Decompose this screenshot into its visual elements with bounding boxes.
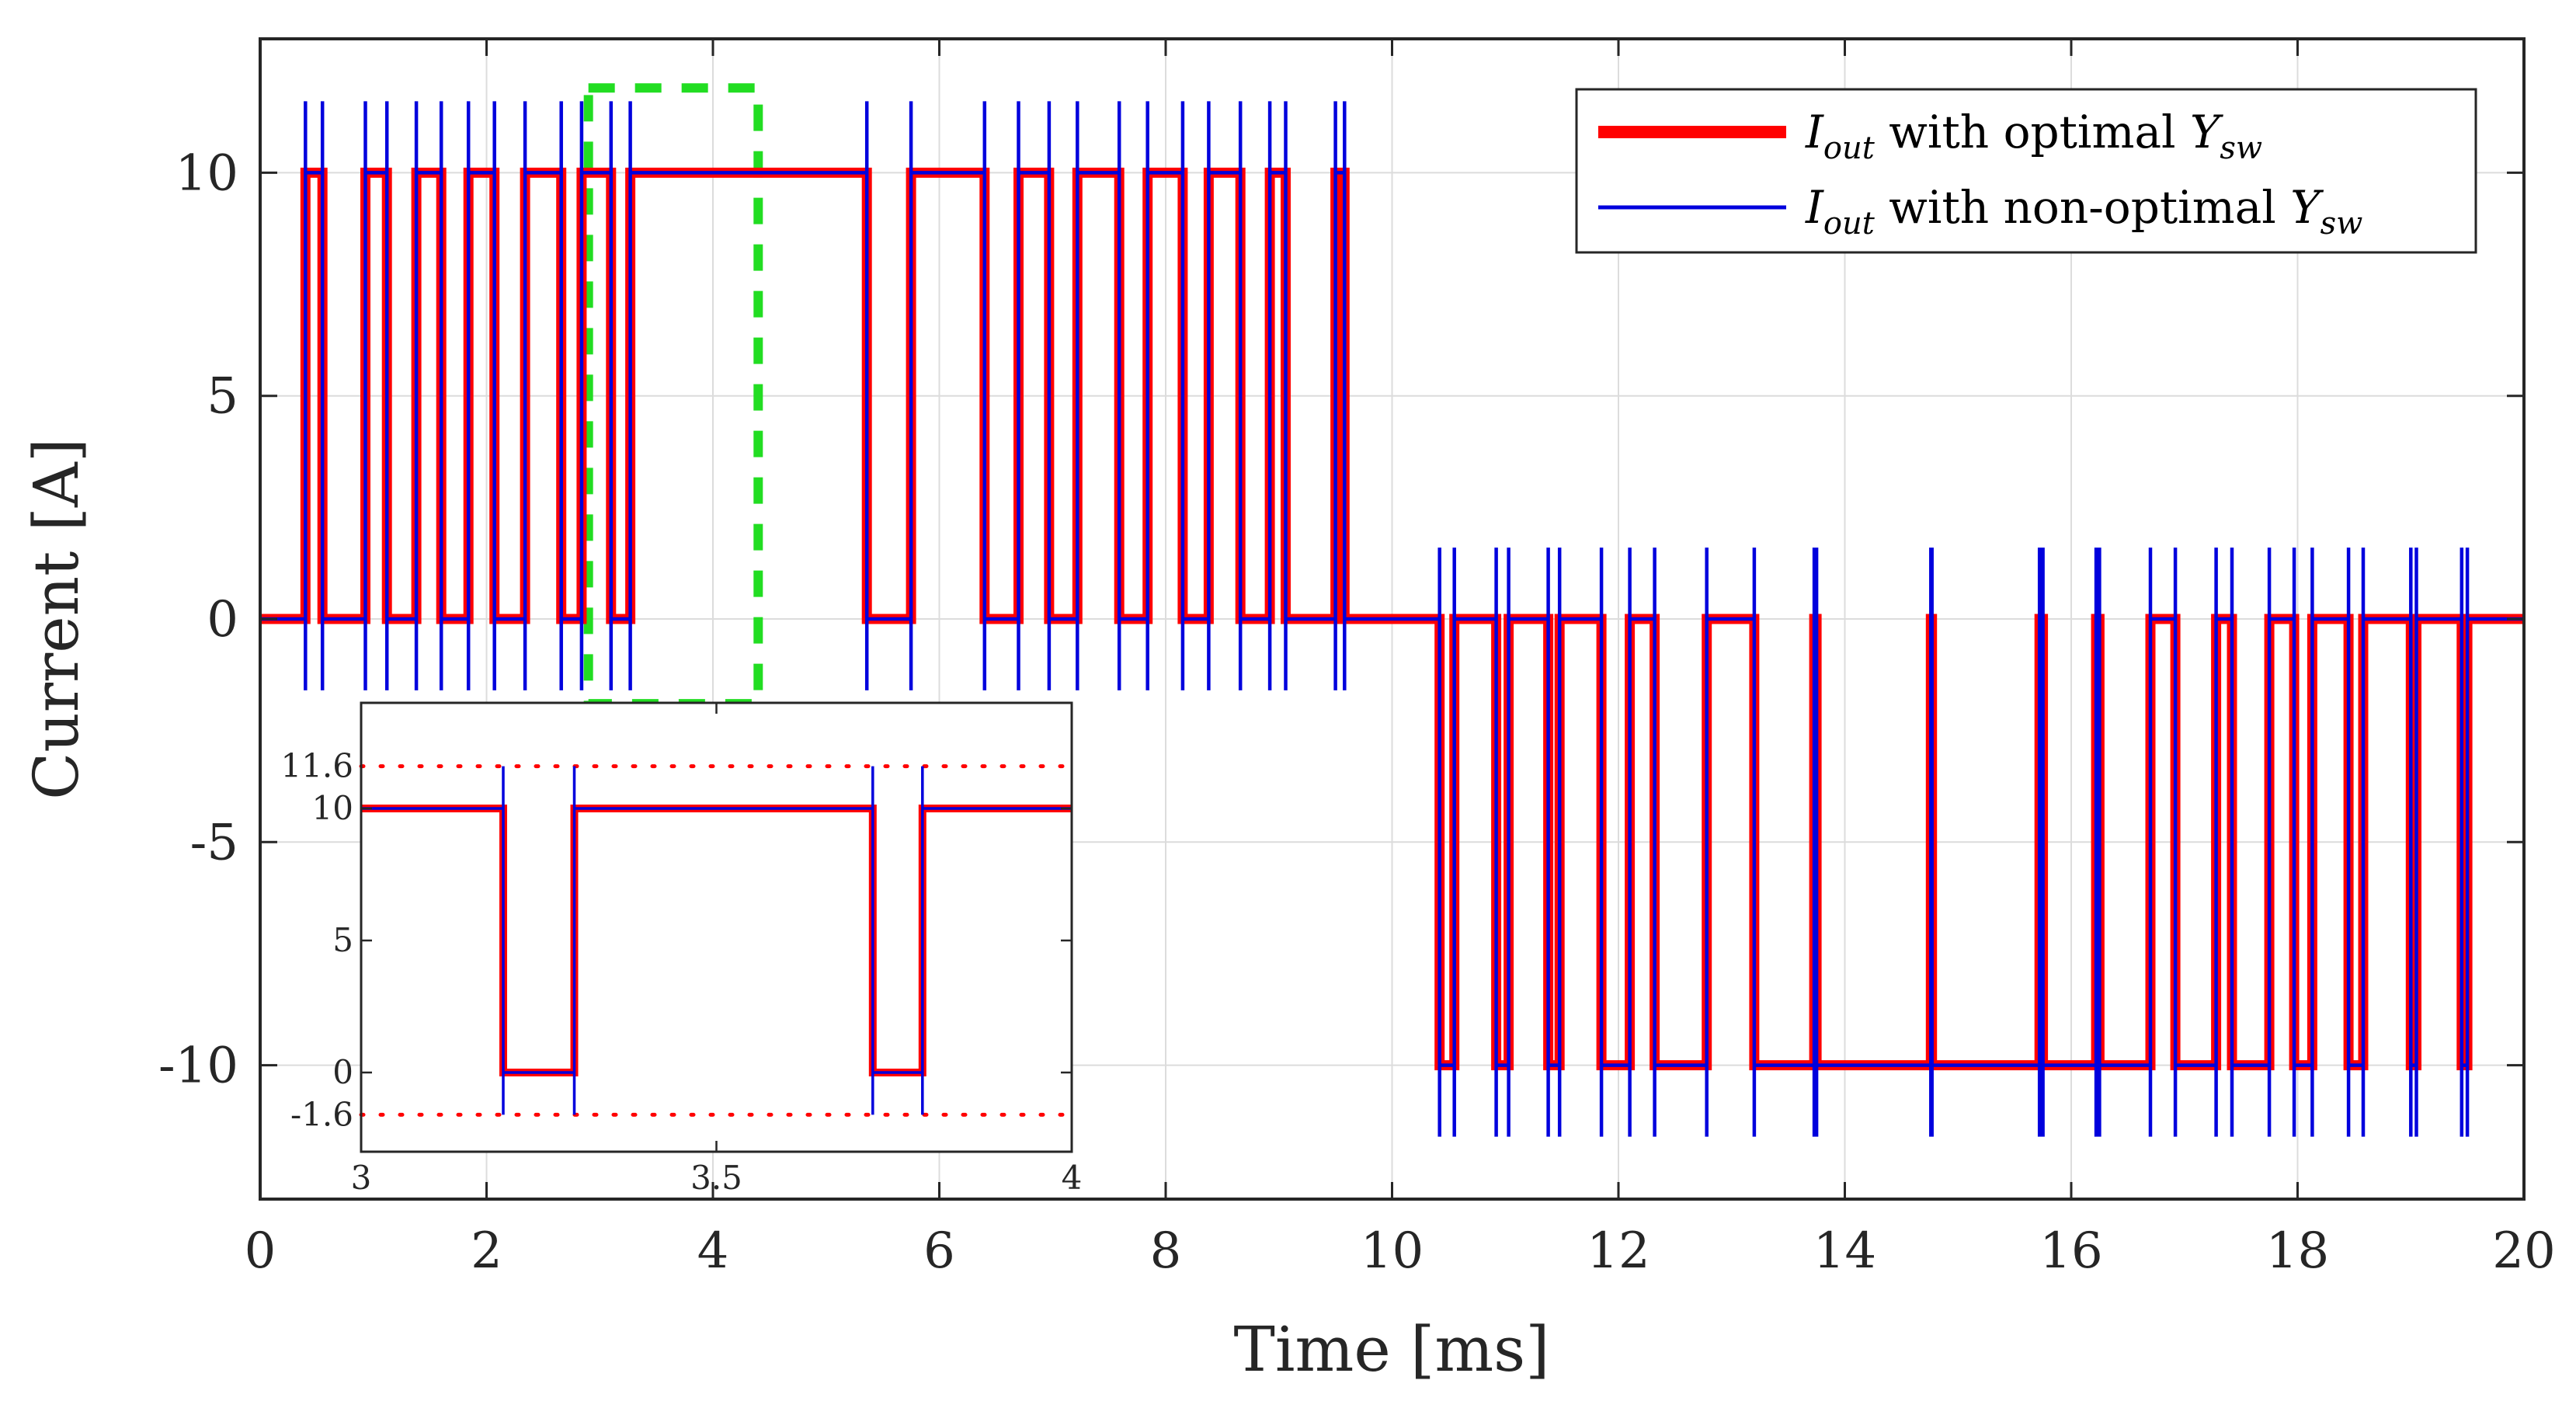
x-tick-label: 18 [2266,1222,2329,1280]
main-plot-area [260,83,2524,1137]
inset-axis-ticks: 3 3.5 4 0 5 10 [312,703,1083,1197]
y-axis-title: Current [A] [20,438,92,800]
x-tick-label: 0 [245,1222,276,1280]
inset-series-non-optimal [361,766,1072,1115]
axis-ticks: 0 2 4 6 8 10 12 14 16 18 20 -10 -5 0 5 10 [158,39,2556,1280]
y-tick-label: -5 [190,814,238,871]
inset-y-tick-label: 0 [332,1053,353,1091]
inset-reference-label: -1.6 [290,1095,353,1133]
legend-label-non-optimal: Iout with non-optimal Ysw [1805,181,2362,242]
inset-x-tick-label: 3 [351,1159,372,1197]
y-tick-label: -10 [158,1038,238,1095]
x-tick-label: 10 [1361,1222,1424,1280]
series-non-optimal [260,101,2524,1137]
x-axis-title: Time [ms] [1234,1313,1550,1385]
legend-box [1575,88,2477,254]
inset-y-tick-label: 5 [332,921,353,959]
inset-x-tick-label: 4 [1062,1159,1083,1197]
zoom-highlight-box [583,83,763,709]
inset-reference-lines: 11.6 -1.6 [280,747,1074,1133]
inset-background [361,703,1072,1152]
inset-line-non-optimal [361,766,1072,1115]
x-tick-label: 6 [923,1222,955,1280]
inset-reference-label: 11.6 [280,747,353,785]
x-tick-label: 8 [1150,1222,1182,1280]
y-tick-label: 0 [207,591,238,648]
highlight-box-layer [583,83,763,709]
x-tick-label: 20 [2492,1222,2555,1280]
inset-plot: 11.6 -1.6 3 3.5 4 0 5 10 [280,701,1083,1197]
x-tick-label: 14 [1813,1222,1876,1280]
x-tick-label: 16 [2039,1222,2102,1280]
x-tick-label: 2 [471,1222,502,1280]
x-tick-label: 12 [1587,1222,1650,1280]
legend: Iout with optimal Ysw Iout with non-opti… [1575,88,2477,254]
y-tick-label: 5 [207,368,238,426]
series-line-non-optimal [260,101,2524,1137]
inset-y-tick-label: 10 [312,789,353,827]
y-tick-label: 10 [176,144,238,202]
x-tick-label: 4 [697,1222,729,1280]
inset-x-tick-label: 3.5 [690,1159,742,1197]
legend-label-optimal: Iout with optimal Ysw [1805,106,2262,166]
